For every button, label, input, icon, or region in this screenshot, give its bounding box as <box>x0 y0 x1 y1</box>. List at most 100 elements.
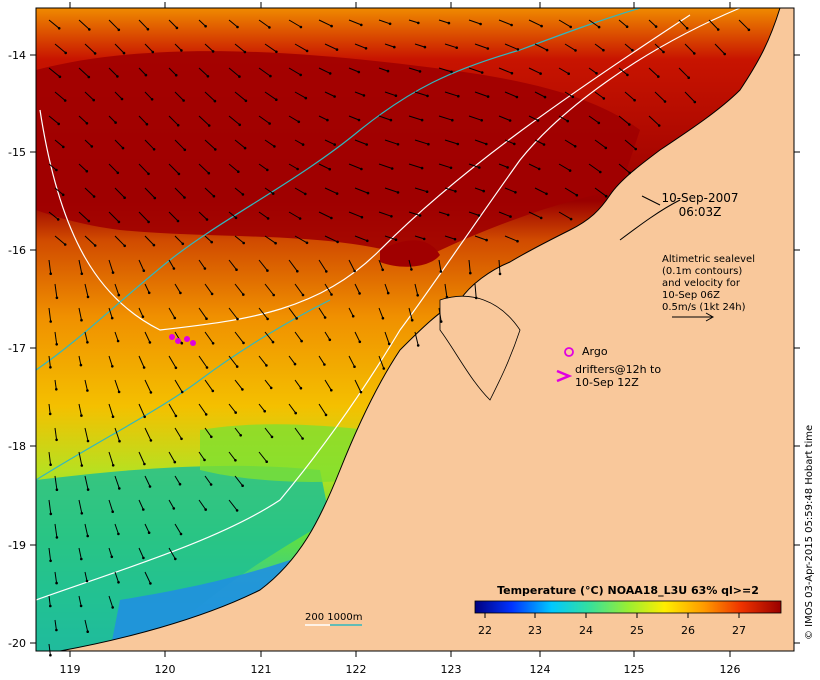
velocity-arrow <box>144 283 150 294</box>
velocity-arrow-head <box>118 439 121 443</box>
velocity-arrow-head <box>569 25 572 29</box>
velocity-arrow <box>414 235 425 240</box>
velocity-arrow <box>414 91 428 97</box>
velocity-arrow-head <box>293 362 297 366</box>
isobath-200m <box>39 14 691 331</box>
velocity-arrow-head <box>330 388 333 392</box>
velocity-arrow-head <box>183 196 186 199</box>
velocity-arrow-head <box>335 192 339 195</box>
velocity-arrow-head <box>241 484 244 488</box>
velocity-arrow <box>48 115 60 125</box>
lat-tick-label: -17 <box>8 342 26 355</box>
velocity-arrow-head <box>234 459 237 462</box>
altimetric-line: 10-Sep 06Z <box>662 290 720 301</box>
velocity-arrow-head <box>542 143 546 146</box>
velocity-arrow-head <box>80 318 83 322</box>
argo-label: Argo <box>582 345 608 358</box>
colorbar-tick-label: 22 <box>478 624 492 637</box>
velocity-arrow-head <box>662 50 665 54</box>
velocity-arrow-head <box>55 536 59 539</box>
velocity-arrow-head <box>265 460 269 464</box>
velocity-arrow-head <box>358 340 362 344</box>
velocity-arrow <box>408 163 423 169</box>
velocity-arrow <box>258 259 268 271</box>
velocity-arrow-head <box>390 215 393 218</box>
velocity-arrow-head <box>90 145 94 148</box>
velocity-arrow-head <box>353 269 356 273</box>
velocity-arrow-head <box>55 296 59 300</box>
velocity-arrow <box>234 43 246 53</box>
velocity-arrow <box>468 259 471 274</box>
velocity-arrow <box>48 595 51 607</box>
velocity-arrow <box>48 163 57 171</box>
velocity-arrow <box>384 43 395 48</box>
velocity-arrow <box>204 379 214 392</box>
velocity-arrow-head <box>498 272 502 276</box>
velocity-arrow-head <box>295 317 299 320</box>
velocity-arrow <box>384 331 390 345</box>
velocity-arrow-head <box>270 435 274 439</box>
velocity-arrow-head <box>146 27 150 31</box>
velocity-arrow <box>84 571 88 582</box>
velocity-arrow-head <box>213 99 217 103</box>
velocity-arrow-head <box>243 146 247 150</box>
velocity-arrow <box>198 451 205 461</box>
velocity-arrow-head <box>117 293 121 297</box>
velocity-arrow <box>618 163 631 174</box>
velocity-arrow-head <box>568 169 572 172</box>
velocity-arrow-head <box>360 215 364 219</box>
velocity-arrow <box>288 403 297 414</box>
velocity-arrow-head <box>244 99 248 103</box>
velocity-arrow-head <box>366 191 370 195</box>
velocity-arrow-head <box>58 75 62 79</box>
date-label: 10-Sep-2007 <box>661 191 738 205</box>
velocity-arrow <box>324 331 331 341</box>
velocity-arrow <box>54 523 58 538</box>
velocity-arrow-head <box>381 316 385 320</box>
velocity-arrow-head <box>631 48 634 52</box>
velocity-arrow-head <box>123 244 126 248</box>
velocity-arrow-head <box>176 123 180 127</box>
velocity-arrow-head <box>537 167 541 171</box>
velocity-arrow <box>258 355 267 366</box>
velocity-arrow-head <box>142 556 145 560</box>
colorbar <box>474 600 782 614</box>
velocity-arrow <box>174 379 183 393</box>
velocity-arrow <box>258 115 270 124</box>
velocity-arrow-head <box>234 216 238 220</box>
velocity-arrow <box>54 331 58 345</box>
velocity-arrow <box>168 19 178 29</box>
velocity-arrow-head <box>92 195 96 198</box>
velocity-arrow-head <box>543 95 547 99</box>
velocity-arrow-head <box>480 71 484 74</box>
velocity-arrow <box>678 19 688 29</box>
velocity-arrow-head <box>486 47 490 50</box>
velocity-arrow <box>444 43 457 49</box>
argo-float-marker <box>184 336 190 342</box>
velocity-arrow-head <box>446 213 450 217</box>
velocity-arrow-head <box>203 267 207 270</box>
velocity-arrow-head <box>61 193 65 197</box>
velocity-arrow-head <box>353 365 356 369</box>
velocity-arrow <box>228 451 236 461</box>
velocity-arrow-head <box>85 579 89 583</box>
velocity-arrow-head <box>207 124 211 127</box>
velocity-arrow <box>258 19 270 28</box>
velocity-arrow-head <box>305 49 309 53</box>
velocity-arrow <box>84 43 96 54</box>
velocity-arrow-head <box>447 21 451 25</box>
velocity-arrow <box>54 91 66 101</box>
velocity-arrow <box>498 67 513 74</box>
velocity-arrow <box>378 259 384 270</box>
velocity-arrow <box>204 43 214 52</box>
velocity-arrow-head <box>241 193 245 196</box>
velocity-arrow-head <box>49 559 52 563</box>
velocity-arrow <box>324 283 332 295</box>
velocity-arrow <box>168 115 179 126</box>
velocity-arrow-head <box>149 391 153 394</box>
velocity-arrow-head <box>626 73 629 77</box>
drifters-line: 10-Sep 12Z <box>575 376 639 389</box>
velocity-arrow <box>168 211 179 222</box>
velocity-arrow <box>204 427 212 438</box>
velocity-arrow-head <box>301 293 305 297</box>
